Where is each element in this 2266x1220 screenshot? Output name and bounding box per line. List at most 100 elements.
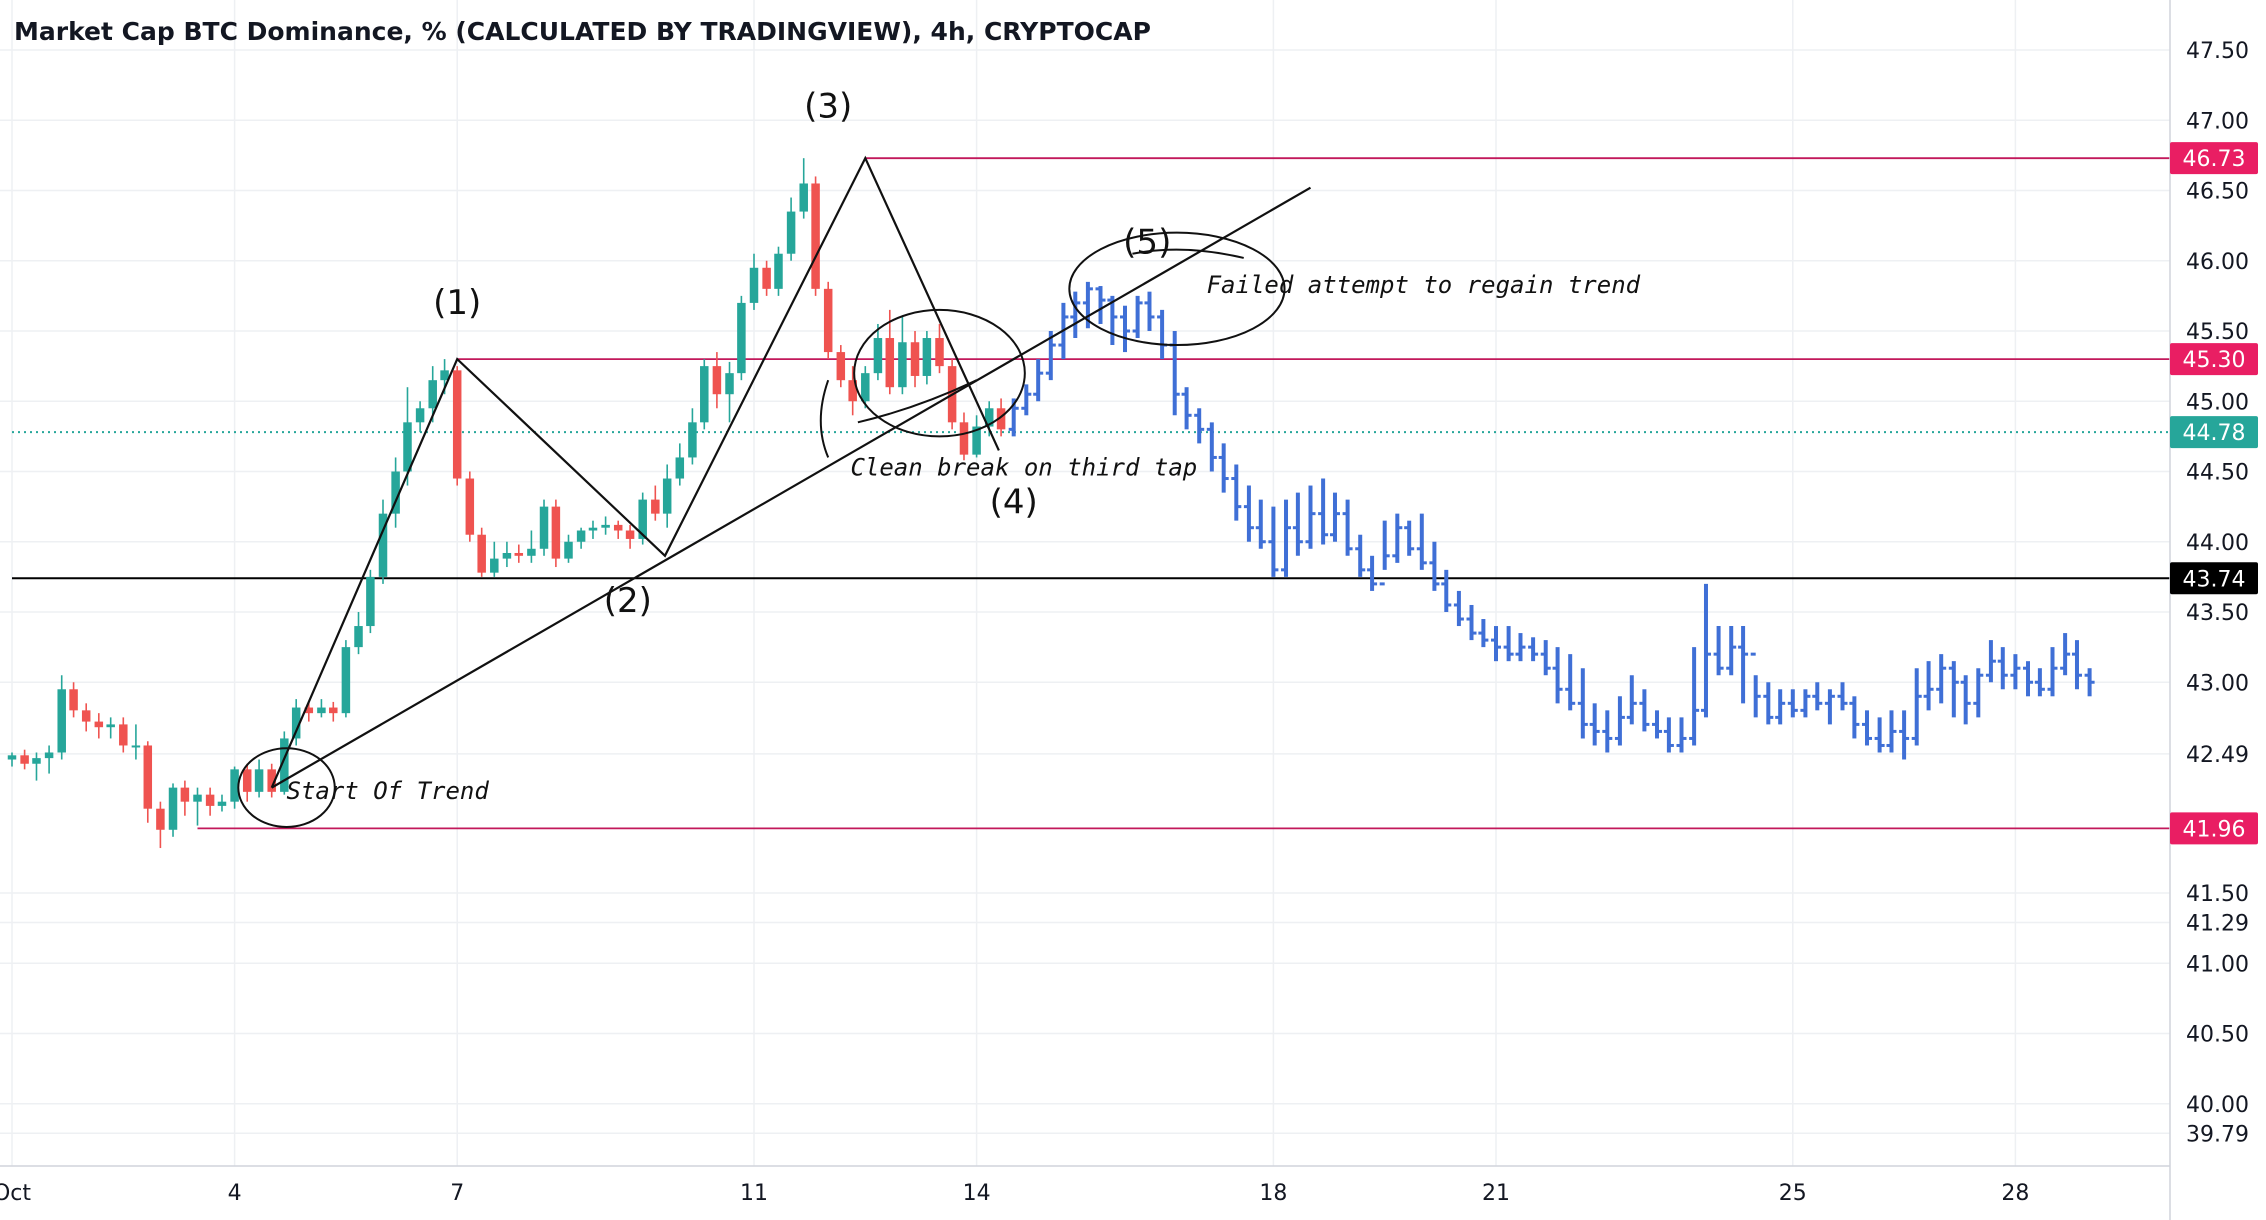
ohlc-bar [1948, 661, 1959, 718]
ohlc-bar [1577, 668, 1588, 739]
ohlc-bar [1652, 710, 1663, 739]
ohlc-bar [1292, 492, 1303, 556]
ohlc-bar [1367, 555, 1378, 591]
candle [823, 281, 833, 360]
ohlc-bar [1095, 286, 1106, 324]
ohlc-bar [1997, 647, 2008, 690]
candle [898, 316, 907, 395]
ohlc-bar [1169, 331, 1180, 416]
ohlc-bar [1676, 717, 1687, 753]
ohlc-bar [1231, 464, 1242, 521]
ohlc-bar [1478, 619, 1489, 648]
price-label: 43.74 [2170, 562, 2258, 595]
y-tick-label: 41.29 [2186, 912, 2249, 937]
ohlc-bar [1070, 291, 1081, 339]
price-label-text: 44.78 [2183, 421, 2246, 446]
ohlc-bar [1355, 534, 1366, 577]
y-tick-label: 45.50 [2186, 320, 2249, 345]
x-tick-label: 7 [450, 1181, 464, 1206]
candle [304, 701, 314, 722]
candle [317, 699, 326, 718]
y-axis[interactable]: 47.50 47.00 46.50 46.00 45.50 45.00 44.50 44.00… [2186, 39, 2249, 1147]
arc-annotation[interactable] [1132, 248, 1244, 259]
ohlc-bar [1936, 654, 1947, 704]
candle [378, 499, 388, 584]
ohlc-bar [1886, 710, 1897, 753]
wave-label: (1) [433, 283, 481, 323]
ohlc-bar [1602, 710, 1613, 753]
arc-annotation[interactable] [819, 379, 830, 458]
candle [391, 457, 400, 528]
candle [341, 640, 351, 718]
candle [613, 520, 623, 539]
ohlc-bar [1466, 604, 1477, 641]
ohlc-bar [1120, 305, 1130, 353]
circle-annotation[interactable] [237, 747, 336, 828]
wave-label: (3) [804, 86, 852, 126]
circle-annotation[interactable] [853, 308, 1026, 438]
candle [131, 724, 141, 760]
trend-line[interactable] [270, 155, 1000, 789]
candle [205, 787, 215, 816]
note-label: Clean break on third tap [850, 454, 1197, 482]
ohlc-bar [1329, 492, 1340, 542]
x-axis[interactable]: Oct 4 7 11 14 18 21 25 28 [0, 1181, 2029, 1206]
candle [861, 366, 870, 409]
ohlc-bar [1416, 513, 1427, 570]
ohlc-bar [1750, 652, 1761, 718]
candle [688, 408, 697, 465]
ohlc-bar [1626, 675, 1637, 725]
ohlc-bar [1973, 668, 1984, 718]
y-tick-label: 40.50 [2186, 1023, 2249, 1048]
candles [7, 158, 1006, 849]
candle [873, 323, 883, 381]
ohlc-bar [1528, 637, 1539, 662]
candle [490, 541, 499, 577]
candle [267, 763, 276, 798]
candle [366, 569, 375, 634]
wave-label: (4) [990, 483, 1038, 523]
trend-line[interactable] [271, 186, 1312, 789]
ohlc-bar [2034, 668, 2045, 697]
ohlc-bar [1503, 626, 1514, 662]
ohlc-bar [1874, 717, 1885, 753]
candle [193, 787, 202, 826]
note-label: Start Of Trend [287, 777, 490, 805]
candle [651, 485, 660, 521]
ohlc-bar [1960, 675, 1971, 725]
candle [564, 534, 573, 563]
ohlc-bar [1021, 384, 1032, 416]
candle [465, 471, 475, 542]
ohlc-bar [1985, 640, 1996, 683]
ohlc-bar [1700, 583, 1711, 718]
price-label-text: 43.74 [2183, 567, 2246, 592]
candle [452, 366, 462, 486]
ohlc-bars [1008, 281, 2095, 760]
chart-title: Market Cap BTC Dominance, % (CALCULATED … [14, 17, 1151, 46]
candle [811, 176, 820, 296]
y-tick-label: 41.00 [2186, 952, 2249, 977]
ohlc-bar [1775, 689, 1786, 725]
price-label: 45.30 [2170, 343, 2258, 376]
candle [217, 794, 227, 812]
ohlc-bar [2023, 661, 2034, 697]
ohlc-bar [1837, 682, 1848, 711]
candle [700, 359, 709, 430]
ohlc-bar [1614, 696, 1625, 746]
x-tick-label: Oct [0, 1181, 31, 1206]
circle-annotation[interactable] [1068, 231, 1286, 347]
candle [786, 197, 796, 261]
candle [662, 464, 672, 528]
price-label-text: 46.73 [2183, 147, 2246, 172]
candle [749, 253, 759, 310]
arc-annotation[interactable] [857, 379, 978, 424]
note-label: Failed attempt to regain trend [1207, 271, 1641, 299]
y-tick-label: 44.50 [2186, 461, 2249, 486]
x-tick-label: 25 [1779, 1181, 1807, 1206]
chart-annotations: (1) (2) (3) (4) (5) Start Of Trend Clean break… [287, 86, 1641, 804]
ohlc-bar [1589, 703, 1600, 746]
ohlc-bar [1726, 626, 1737, 676]
candle [354, 612, 363, 655]
candle [254, 759, 264, 798]
